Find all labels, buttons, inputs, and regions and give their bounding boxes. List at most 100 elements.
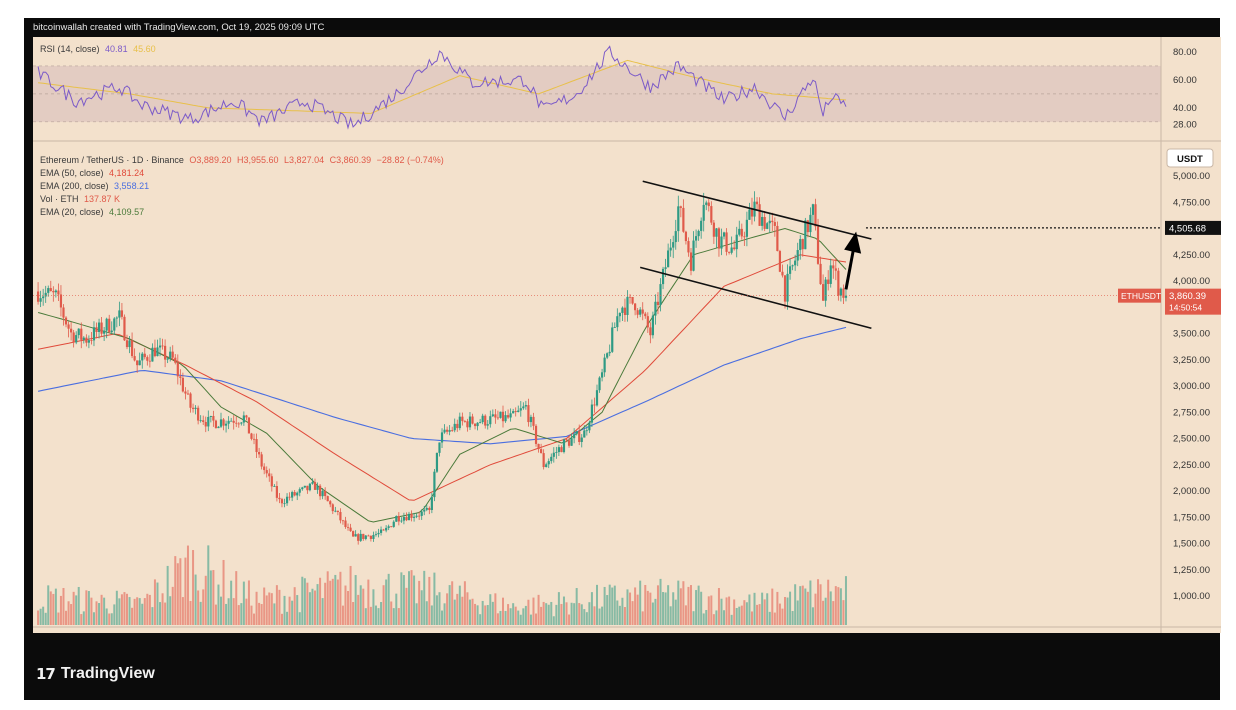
candle-body (776, 225, 779, 252)
candle-body (555, 452, 558, 453)
candle-body (641, 309, 644, 314)
candle-body (425, 507, 428, 510)
candle-body (710, 206, 713, 223)
ema50-label: EMA (50, close) (40, 168, 104, 178)
candle-body (461, 416, 464, 422)
channel-upper-line[interactable] (642, 180, 872, 240)
volume-bar (283, 595, 286, 625)
volume-bar (458, 585, 461, 625)
candle-body (415, 515, 418, 517)
candle-body (176, 362, 179, 377)
volume-bar (207, 545, 210, 625)
candle-body (781, 271, 784, 276)
candle-body (766, 223, 769, 229)
volume-bar (263, 587, 266, 625)
candle-body (489, 416, 492, 425)
volume-bar (496, 613, 499, 625)
candle-body (395, 515, 398, 522)
volume-bar (651, 602, 654, 625)
ema20-value: 4,109.57 (109, 207, 145, 217)
currency-button[interactable] (1166, 148, 1214, 168)
candle-body (822, 284, 825, 301)
volume-bar (44, 612, 47, 625)
tradingview-logo[interactable]: 17 TradingView (36, 665, 155, 683)
volume-bar (715, 610, 718, 625)
volume-bar (197, 590, 200, 625)
candle-body (783, 275, 787, 302)
channel-lower-line[interactable] (639, 266, 872, 330)
candle-body (260, 454, 263, 467)
volume-bar (804, 588, 807, 625)
tradingview-logo-icon: 17 (36, 665, 56, 683)
candle-body (504, 415, 507, 422)
candle-body (844, 295, 848, 298)
candle-body (242, 415, 245, 423)
candle-body (679, 206, 682, 208)
candle-body (324, 490, 327, 497)
currency-label: USDT (1177, 154, 1203, 165)
volume-bar (181, 597, 184, 625)
price-chart[interactable]: 1,000.00 1,250.00 1,500.00 1,750.00 2,000.00… (33, 37, 1221, 633)
rsi-legend-name: RSI (14, close) (40, 44, 100, 54)
volume-bar (656, 585, 659, 625)
volume-bar (743, 600, 746, 625)
candle-body (341, 520, 345, 522)
candle-body (618, 312, 621, 317)
volume-bar (204, 575, 207, 625)
volume-bar (260, 604, 263, 625)
volume-bar (169, 596, 172, 625)
candle-body (430, 497, 433, 510)
candle-body (842, 288, 845, 298)
volume-bar (186, 545, 189, 625)
volume-bar (575, 588, 578, 625)
volume-bar (303, 578, 306, 625)
candle-body (573, 434, 576, 439)
candle-body (834, 268, 837, 271)
candle-body (608, 351, 611, 354)
volume-bar (535, 613, 538, 625)
volume-bar (590, 592, 593, 625)
candle-body (191, 407, 195, 409)
volume-bar (634, 587, 637, 625)
candle-body (85, 337, 88, 343)
volume-bar (626, 589, 629, 625)
breakout-arrow-head[interactable] (844, 231, 862, 254)
volume-bar (39, 608, 42, 625)
candle-body (687, 241, 690, 253)
price-tick-label: 4,000.00 (1173, 276, 1210, 287)
candle-body (600, 372, 604, 378)
candle-body (646, 316, 649, 328)
breakout-arrow-shaft[interactable] (844, 245, 856, 290)
candle-body (550, 456, 553, 462)
candle-body (222, 419, 225, 426)
volume-bar (273, 603, 276, 625)
volume-bar (306, 582, 309, 625)
volume-bar (692, 611, 695, 625)
symbol-name[interactable]: Ethereum / TetherUS · 1D · Binance (40, 155, 184, 165)
price-tick-label: 4,750.00 (1173, 197, 1210, 208)
candle-body (75, 335, 78, 343)
candle-body (280, 499, 284, 504)
volume-bar (77, 586, 80, 625)
candle-body (169, 351, 172, 359)
volume-bar (565, 602, 568, 625)
volume-bar (761, 592, 764, 625)
candle-body (133, 356, 136, 361)
target-price-badge (1165, 220, 1221, 235)
volume-bar (791, 611, 794, 625)
candle-body (146, 357, 149, 361)
ema200-legend: EMA (200, close) 3,558.21 (40, 181, 152, 191)
rsi-tick-label: 40.00 (1173, 103, 1197, 114)
rsi-legend-value: 40.81 (105, 44, 128, 54)
volume-bar (75, 595, 78, 625)
volume-bar (418, 580, 421, 625)
volume-bar (547, 604, 550, 625)
volume-bar (329, 580, 332, 625)
volume-bar (118, 598, 121, 625)
price-tick-label: 1,250.00 (1173, 565, 1210, 576)
candle-body (120, 310, 124, 317)
price-tick-label: 2,000.00 (1173, 486, 1210, 497)
candle-body (62, 307, 65, 318)
volume-bar (90, 597, 93, 625)
volume-bar (491, 601, 494, 625)
